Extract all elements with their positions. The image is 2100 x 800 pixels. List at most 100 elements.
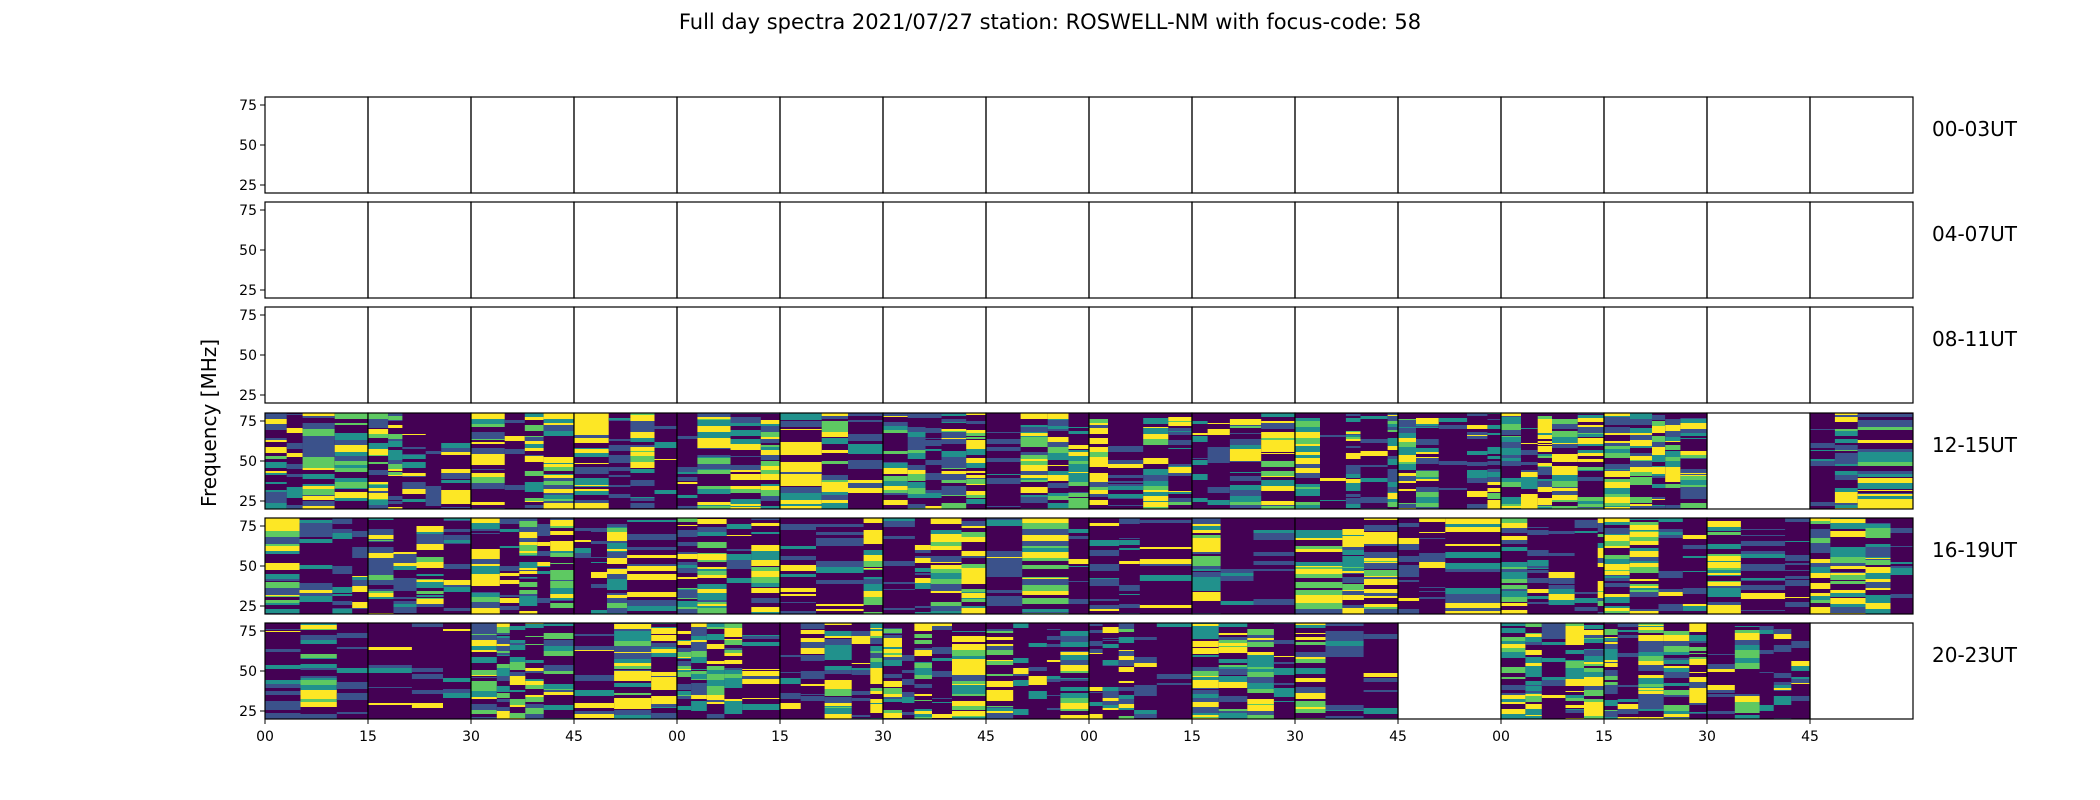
spectrum-band <box>1665 505 1681 509</box>
spectrum-band <box>730 423 761 424</box>
spectrum-band <box>742 698 780 699</box>
spectrum-band <box>1398 473 1416 476</box>
spectrum-band <box>907 432 926 437</box>
spectrum-band <box>706 623 725 627</box>
spectrum-band <box>300 678 337 680</box>
spectrum-band <box>299 520 333 523</box>
spectrum-band <box>388 434 403 439</box>
spectrum-band <box>1068 581 1089 582</box>
spectrum-band <box>1689 698 1707 703</box>
spectrum-band <box>550 581 574 582</box>
panel-frame <box>367 306 472 404</box>
spectrum-band <box>591 562 607 563</box>
spectrum-band <box>1658 604 1683 605</box>
spectrum-band <box>1537 479 1552 481</box>
spectrum-band <box>883 635 902 638</box>
spectrum-band <box>1168 503 1192 505</box>
spectrum-band <box>336 647 368 649</box>
spectrum-band <box>697 502 731 505</box>
spectrum-band <box>883 463 908 468</box>
spectrum-band <box>519 611 538 614</box>
spectrum-band <box>499 529 520 532</box>
spectrum-band <box>265 490 287 492</box>
spectrum-band <box>1707 575 1741 576</box>
spectrum-band <box>607 568 628 569</box>
spectrum-band <box>265 447 287 453</box>
spectrum-band <box>914 556 931 558</box>
spectrum-panel <box>367 412 472 510</box>
spectrum-band <box>1584 712 1604 716</box>
spectrum-band <box>1345 453 1361 459</box>
spectrum-band <box>1604 494 1630 497</box>
spectrum-band <box>760 455 780 456</box>
spectrum-band <box>402 447 426 449</box>
spectrum-band <box>1652 476 1666 478</box>
spectrum-band <box>677 506 698 509</box>
spectrum-band <box>1342 588 1364 590</box>
spectrum-band <box>1089 567 1120 571</box>
spectrum-band <box>1834 431 1858 435</box>
spectrum-band <box>614 659 652 663</box>
spectrum-band <box>265 649 301 652</box>
spectrum-band <box>726 549 752 551</box>
spectrum-band <box>614 635 652 641</box>
spectrum-band <box>334 488 368 489</box>
spectrum-band <box>1295 421 1320 427</box>
spectrum-band <box>961 592 986 593</box>
spectrum-band <box>1364 562 1398 563</box>
spectrum-band <box>1295 569 1343 574</box>
spectrum-band <box>1541 677 1566 680</box>
spectrum-band <box>1247 667 1274 669</box>
spectrum-band <box>780 588 816 592</box>
y-tick-label: 50 <box>239 348 257 364</box>
spectrum-band <box>930 573 962 579</box>
spectrum-band <box>1785 563 1810 565</box>
spectrum-band <box>627 534 677 540</box>
spectrum-band <box>334 456 368 461</box>
spectrum-band <box>388 425 403 428</box>
spectrum-band <box>443 535 471 540</box>
spectrum-band <box>697 519 727 521</box>
spectrum-band <box>334 468 368 472</box>
spectrum-band <box>677 657 692 658</box>
spectrum-band <box>1342 605 1364 608</box>
spectrum-band <box>368 703 412 705</box>
spectrum-band <box>1658 532 1683 535</box>
panel-frame <box>1191 201 1296 299</box>
spectrum-panel <box>367 517 472 615</box>
spectrum-band <box>1253 533 1295 534</box>
spectrum-band <box>302 445 335 448</box>
spectrum-band <box>496 707 510 711</box>
spectrum-band <box>1537 507 1552 509</box>
spectrum-band <box>870 704 883 708</box>
spectrum-band <box>1501 677 1526 679</box>
y-tick-label: 50 <box>239 243 257 259</box>
spectrum-band <box>1192 626 1219 632</box>
spectrum-band <box>1857 450 1913 452</box>
spectrum-band <box>614 693 652 695</box>
spectrum-band <box>334 413 368 419</box>
spectrum-band <box>1810 559 1831 563</box>
spectrum-band <box>1689 653 1707 654</box>
spectrum-band <box>1501 693 1526 695</box>
spectrum-band <box>780 504 822 506</box>
spectrum-band <box>697 521 727 524</box>
spectrum-band <box>816 604 864 606</box>
spectrum-band <box>883 660 902 666</box>
spectrum-band <box>1597 563 1604 567</box>
spectrum-band <box>1577 442 1604 444</box>
spectrum-band <box>608 455 631 458</box>
spectrum-band <box>574 649 615 650</box>
spectrum-panel <box>367 96 472 194</box>
spectrum-band <box>302 468 335 470</box>
spectrum-band <box>1525 681 1542 685</box>
spectrum-panel <box>264 517 369 615</box>
spectrum-band <box>302 496 335 499</box>
spectrum-band <box>1501 478 1521 482</box>
spectrum-band <box>1604 575 1630 576</box>
spectrum-band <box>1247 655 1274 661</box>
spectrum-band <box>1295 418 1320 421</box>
spectrum-band <box>1364 525 1398 531</box>
spectrum-band <box>677 670 692 672</box>
